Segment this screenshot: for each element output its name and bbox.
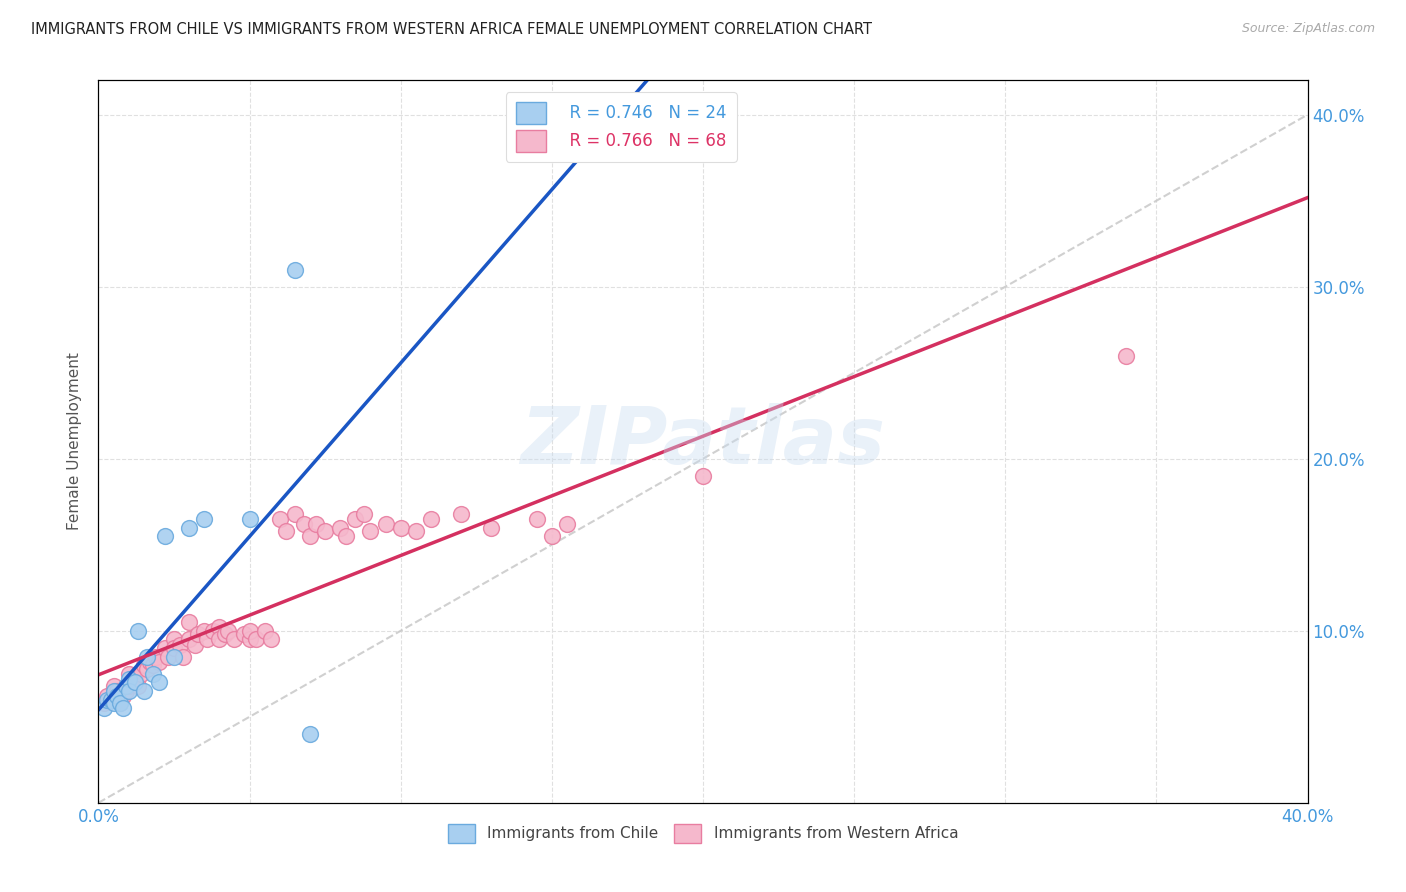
Point: [555, 517, 578, 532]
Point: [96, 692, 118, 706]
Point: [163, 632, 186, 647]
Point: [103, 679, 125, 693]
Point: [224, 632, 246, 647]
Point: [153, 529, 176, 543]
Point: [93, 701, 115, 715]
Point: [344, 512, 367, 526]
Point: [118, 679, 141, 693]
Point: [187, 627, 209, 641]
Point: [299, 727, 322, 741]
Point: [111, 701, 134, 715]
Point: [208, 620, 231, 634]
Point: [156, 649, 179, 664]
Point: [335, 529, 357, 543]
Text: Source: ZipAtlas.com: Source: ZipAtlas.com: [1241, 22, 1375, 36]
Point: [153, 640, 176, 655]
Point: [1115, 349, 1137, 363]
Point: [420, 512, 443, 526]
Point: [96, 689, 118, 703]
Point: [129, 666, 152, 681]
Point: [172, 649, 194, 664]
Point: [284, 262, 307, 277]
Point: [193, 624, 215, 638]
Point: [269, 512, 291, 526]
Text: IMMIGRANTS FROM CHILE VS IMMIGRANTS FROM WESTERN AFRICA FEMALE UNEMPLOYMENT CORR: IMMIGRANTS FROM CHILE VS IMMIGRANTS FROM…: [31, 22, 872, 37]
Point: [121, 675, 143, 690]
Point: [214, 627, 236, 641]
Point: [148, 675, 170, 690]
Point: [108, 696, 131, 710]
Point: [142, 666, 165, 681]
Point: [540, 529, 562, 543]
Point: [305, 517, 328, 532]
Point: [118, 666, 141, 681]
Point: [179, 632, 201, 647]
Point: [100, 692, 122, 706]
Point: [292, 517, 315, 532]
Point: [163, 640, 186, 655]
Point: [118, 684, 141, 698]
Point: [232, 627, 254, 641]
Point: [139, 655, 162, 669]
Point: [105, 689, 128, 703]
Point: [253, 624, 276, 638]
Point: [93, 696, 115, 710]
Point: [374, 517, 396, 532]
Point: [179, 520, 201, 534]
Point: [526, 512, 548, 526]
Point: [284, 507, 307, 521]
Point: [124, 675, 146, 690]
Point: [135, 649, 157, 664]
Point: [124, 672, 146, 686]
Point: [193, 512, 215, 526]
Point: [103, 696, 125, 710]
Point: [314, 524, 336, 538]
Point: [274, 524, 297, 538]
Point: [118, 672, 141, 686]
Point: [299, 529, 322, 543]
Point: [239, 632, 262, 647]
Point: [127, 624, 149, 638]
Point: [142, 658, 165, 673]
Point: [103, 684, 125, 698]
Point: [360, 524, 382, 538]
Point: [163, 649, 186, 664]
Point: [111, 689, 134, 703]
Point: [132, 684, 155, 698]
Point: [114, 679, 136, 693]
Point: [202, 624, 225, 638]
Point: [179, 615, 201, 630]
Point: [103, 689, 125, 703]
Point: [127, 679, 149, 693]
Point: [184, 638, 207, 652]
Legend: Immigrants from Chile, Immigrants from Western Africa: Immigrants from Chile, Immigrants from W…: [441, 817, 965, 849]
Point: [353, 507, 375, 521]
Point: [105, 684, 128, 698]
Point: [245, 632, 267, 647]
Point: [405, 524, 427, 538]
Point: [195, 632, 218, 647]
Point: [145, 649, 167, 664]
Point: [135, 662, 157, 676]
Point: [132, 658, 155, 673]
Y-axis label: Female Unemployment: Female Unemployment: [67, 352, 83, 531]
Point: [169, 638, 191, 652]
Point: [260, 632, 283, 647]
Point: [450, 507, 472, 521]
Point: [239, 624, 262, 638]
Point: [239, 512, 262, 526]
Point: [692, 469, 714, 483]
Text: ZIPatlas: ZIPatlas: [520, 402, 886, 481]
Point: [389, 520, 412, 534]
Point: [217, 624, 239, 638]
Point: [100, 692, 122, 706]
Point: [148, 655, 170, 669]
Point: [481, 520, 503, 534]
Point: [329, 520, 352, 534]
Point: [114, 684, 136, 698]
Point: [108, 696, 131, 710]
Point: [208, 632, 231, 647]
